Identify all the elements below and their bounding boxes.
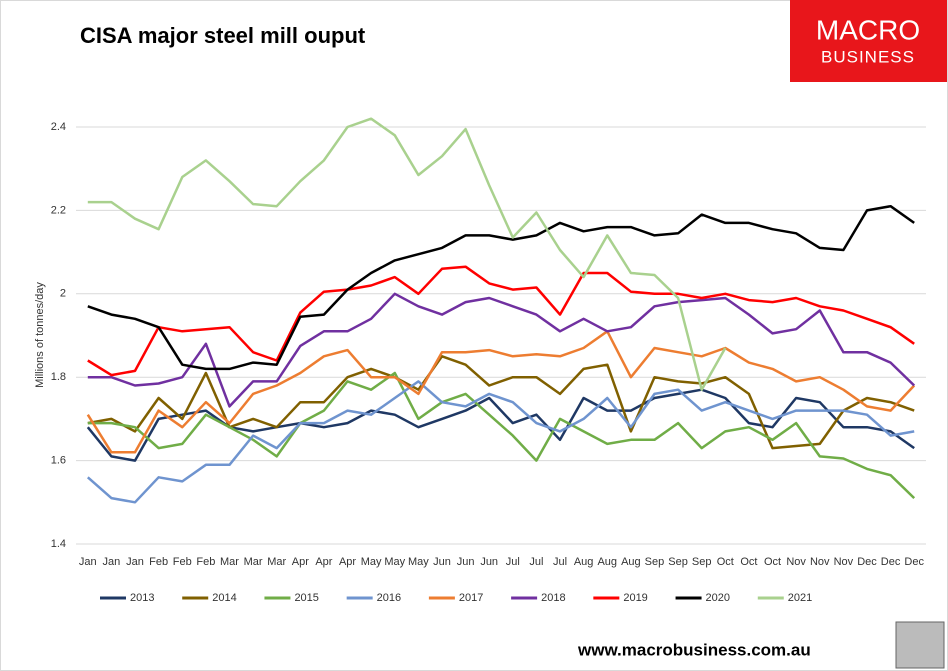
x-tick-label: Mar: [267, 556, 286, 568]
x-tick-label: May: [408, 556, 429, 568]
series-line: [87, 371, 916, 499]
x-tick-label: Nov: [786, 556, 806, 568]
x-tick-label: Apr: [292, 556, 309, 568]
series-line: [87, 265, 915, 377]
x-tick-label: Jun: [433, 556, 451, 568]
x-tick-label: Jul: [553, 556, 567, 568]
y-tick-label: 2.2: [51, 204, 66, 216]
x-tick-label: Aug: [574, 556, 594, 568]
x-tick-label: Aug: [597, 556, 617, 568]
x-tick-label: May: [361, 556, 382, 568]
x-tick-label: Mar: [244, 556, 263, 568]
x-tick-label: May: [384, 556, 405, 568]
x-tick-label: Jul: [529, 556, 543, 568]
y-tick-label: 2.4: [51, 121, 66, 133]
logo-box: [790, 0, 947, 82]
y-tick-label: 1.8: [51, 371, 66, 383]
x-tick-label: Feb: [149, 556, 168, 568]
footer: www.macrobusiness.com.au: [577, 640, 811, 659]
series-line: [86, 330, 916, 454]
x-tick-label: Sep: [692, 556, 712, 568]
legend-label: 2018: [541, 592, 565, 604]
x-tick-label: Apr: [315, 556, 332, 568]
x-tick-label: Nov: [810, 556, 830, 568]
wolf-icon: [895, 621, 945, 669]
series-line: [87, 117, 727, 391]
series-line: [87, 292, 916, 408]
x-tick-label: Feb: [173, 556, 192, 568]
legend-label: 2017: [459, 592, 483, 604]
x-tick-label: Dec: [904, 556, 924, 568]
x-tick-label: Apr: [339, 556, 356, 568]
legend-label: 2021: [788, 592, 812, 604]
x-tick-label: Oct: [717, 556, 734, 568]
x-tick-label: Oct: [764, 556, 781, 568]
legend-label: 2020: [706, 592, 730, 604]
x-tick-label: Dec: [857, 556, 877, 568]
x-tick-label: Feb: [196, 556, 215, 568]
y-tick-label: 1.6: [51, 455, 66, 467]
legend-label: 2013: [130, 592, 154, 604]
legend-label: 2016: [377, 592, 401, 604]
logo-text: BUSINESS: [821, 47, 915, 66]
x-tick-label: Jan: [103, 556, 121, 568]
x-tick-label: Jul: [506, 556, 520, 568]
legend-label: 2019: [623, 592, 647, 604]
x-tick-label: Aug: [621, 556, 641, 568]
y-tick-label: 2: [60, 288, 66, 300]
x-tick-label: Jan: [126, 556, 144, 568]
x-tick-label: Nov: [834, 556, 854, 568]
legend-label: 2014: [212, 592, 236, 604]
series-line: [86, 380, 915, 504]
y-axis-label: Millions of tonnes/day: [34, 282, 46, 388]
x-tick-label: Sep: [645, 556, 665, 568]
chart-title: CISA major steel mill ouput: [80, 23, 366, 48]
series-line: [87, 204, 915, 371]
x-tick-label: Jun: [480, 556, 498, 568]
x-tick-label: Jan: [79, 556, 97, 568]
x-tick-label: Oct: [740, 556, 757, 568]
legend-label: 2015: [294, 592, 318, 604]
x-tick-label: Sep: [668, 556, 688, 568]
logo-text: MACRO: [816, 14, 920, 45]
x-tick-label: Dec: [881, 556, 901, 568]
x-tick-label: Mar: [220, 556, 239, 568]
y-tick-label: 1.4: [51, 538, 66, 550]
x-tick-label: Jun: [457, 556, 475, 568]
